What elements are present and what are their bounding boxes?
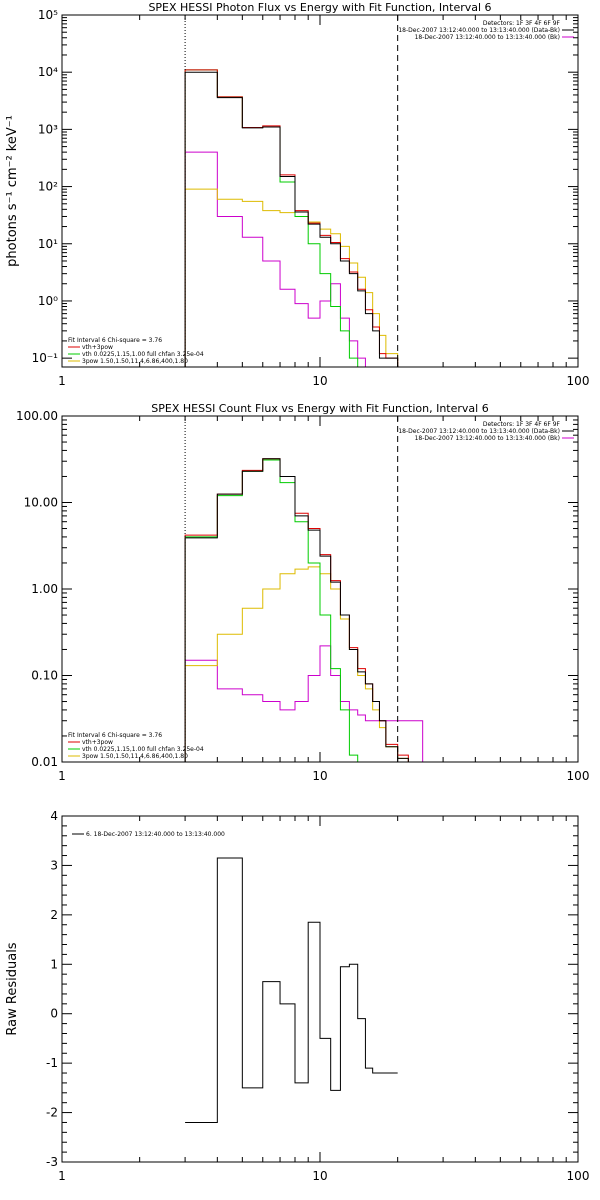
y-tick-label: 10¹: [38, 237, 58, 251]
y-tick-label: 10.00: [24, 496, 58, 510]
legend-right-text: Detectors: 1F 3F 4F 6F 9F: [483, 421, 561, 428]
legend-right-text: 18-Dec-2007 13:12:40.000 to 13:13:40.000…: [415, 435, 560, 442]
x-tick-label: 100: [567, 1169, 590, 1183]
panel-1: SPEX HESSI Photon Flux vs Energy with Fi…: [5, 1, 589, 388]
y-tick-label: 0.01: [31, 755, 58, 769]
legend-right-text: 18-Dec-2007 13:12:40.000 to 13:13:40.000…: [398, 428, 560, 435]
series-line-residual: [185, 857, 398, 1123]
series-line-data-bk: [184, 458, 423, 762]
x-tick-label: 100: [567, 374, 590, 388]
legend-left-text: 3pow 1.50,1.50,11.4,6.86,400,1.80: [82, 753, 188, 760]
panel-2: SPEX HESSI Count Flux vs Energy with Fit…: [16, 402, 589, 783]
chart-title: SPEX HESSI Photon Flux vs Energy with Fi…: [148, 1, 491, 14]
legend-left-text: vth+3pow: [82, 739, 113, 746]
legend-left-text: 3pow 1.50,1.50,11.4,6.86,400,1.80: [82, 358, 188, 365]
y-tick-label: 100.00: [16, 409, 58, 423]
y-tick-label: -1: [46, 1056, 58, 1070]
legend-right-text: 18-Dec-2007 13:12:40.000 to 13:13:40.000…: [398, 27, 560, 34]
x-tick-label: 10: [312, 374, 327, 388]
legend-left-text: vth 0.0225,1.15,1.00 full chfan 3.25e-04: [82, 351, 204, 358]
y-tick-label: 10⁴: [38, 65, 58, 79]
legend-left-text: Fit Interval 6 Chi-square = 3.76: [68, 732, 162, 739]
y-axis-label: Raw Residuals: [5, 942, 20, 1035]
series-group: [184, 458, 424, 762]
panel-3: 1 10 100 -3 -2 -1 0 1 2 3 4 Raw Residuals 6. 18-Dec-…: [5, 809, 589, 1183]
series-group: [184, 69, 409, 367]
x-tick-label: 10: [312, 1169, 327, 1183]
chart-title: SPEX HESSI Count Flux vs Energy with Fit…: [151, 402, 488, 415]
y-tick-label: 1.00: [31, 582, 58, 596]
y-tick-label: 3: [50, 858, 58, 872]
y-tick-label: 10⁰: [38, 294, 58, 308]
y-tick-label: 4: [50, 809, 58, 823]
y-tick-label: 1: [50, 957, 58, 971]
x-tick-label: 1: [58, 769, 66, 783]
y-tick-label: 10³: [38, 122, 58, 136]
y-tick-label: 10²: [38, 180, 58, 194]
y-tick-label: 2: [50, 908, 58, 922]
series-line-data-bk: [184, 71, 409, 367]
series-line-vth: [184, 69, 409, 367]
series-line-bk: [184, 151, 409, 367]
y-tick-label: 0.10: [31, 669, 58, 683]
y-tick-label: -3: [46, 1155, 58, 1169]
series-line-3pow: [184, 188, 409, 367]
series-line-vth-3pow: [184, 69, 409, 367]
legend-right-text: Detectors: 1F 3F 4F 6F 9F: [483, 20, 561, 27]
y-tick-label: -2: [46, 1106, 58, 1120]
legend-left-text: vth+3pow: [82, 344, 113, 351]
x-tick-label: 10: [312, 769, 327, 783]
y-axis-label: photons s⁻¹ cm⁻² keV⁻¹: [5, 115, 20, 267]
series-line-3pow: [184, 566, 423, 762]
legend-left-text: Fit Interval 6 Chi-square = 3.76: [68, 337, 162, 344]
y-tick-label: 10⁵: [38, 8, 58, 22]
series-group: [185, 857, 398, 1123]
legend-right-text: 18-Dec-2007 13:12:40.000 to 13:13:40.000…: [415, 34, 560, 41]
y-tick-label: 10⁻¹: [32, 351, 59, 365]
series-line-vth: [184, 459, 423, 762]
x-tick-label: 1: [58, 374, 66, 388]
x-tick-label: 100: [567, 769, 590, 783]
series-line-vth-3pow: [184, 458, 423, 762]
x-tick-label: 1: [58, 1169, 66, 1183]
y-tick-label: 0: [50, 1007, 58, 1021]
legend-left-text: vth 0.0225,1.15,1.00 full chfan 3.25e-04: [82, 746, 204, 753]
legend-text: 6. 18-Dec-2007 13:12:40.000 to 13:13:40.…: [86, 831, 225, 838]
